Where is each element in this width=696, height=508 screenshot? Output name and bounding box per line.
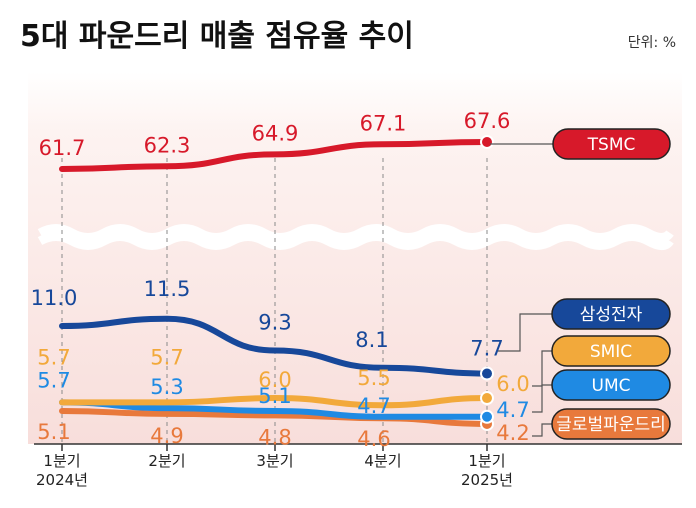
legend-tags: TSMC 삼성전자 SMIC UMC 글로벌파운드리 (490, 128, 671, 440)
value-label-4-1: 4.9 (150, 424, 183, 448)
value-label-2-0: 5.7 (37, 345, 70, 369)
value-labels: 61.7 62.3 64.9 67.1 67.6 11.0 11.5 9.3 8.1 7.7 5.7… (31, 109, 530, 451)
legend-tag-3 (551, 369, 671, 401)
value-label-3-0: 5.7 (37, 368, 70, 392)
value-label-2-4: 6.0 (496, 372, 529, 396)
series-end-point-0 (480, 135, 494, 149)
chart-title: 5대 파운드리 매출 점유율 추이 (20, 19, 414, 54)
value-label-4-4: 4.2 (496, 421, 529, 445)
leader-line-4 (532, 423, 552, 437)
value-label-1-0: 11.0 (31, 286, 78, 310)
vertical-guides (61, 158, 488, 451)
x-label-2-0: 3분기 (256, 452, 293, 470)
value-label-4-2: 4.8 (258, 425, 291, 449)
x-label-4-0: 1분기 (468, 452, 505, 470)
series-end-point-2 (480, 391, 494, 406)
legend-tag-label-0: TSMC (587, 135, 636, 155)
series-lines (59, 135, 494, 431)
legend-tag-4 (551, 408, 671, 440)
legend-tag-label-2: SMIC (590, 342, 632, 362)
series-end-point-1 (480, 366, 494, 381)
series-line-1 (59, 315, 490, 377)
value-label-2-3: 5.5 (357, 366, 390, 390)
value-label-0-4: 67.6 (464, 109, 511, 133)
x-label-0-1: 2024년 (36, 471, 88, 489)
unit-label: 단위: % (628, 35, 676, 51)
legend-tag-1 (551, 298, 671, 330)
value-label-0-0: 61.7 (39, 136, 86, 160)
value-label-1-2: 9.3 (258, 310, 291, 334)
value-label-3-2: 5.1 (258, 384, 291, 408)
break-wave-upper (37, 224, 674, 242)
legend-tag-2 (551, 335, 671, 367)
x-label-4-1: 2025년 (461, 471, 513, 489)
x-label-0-0: 1분기 (43, 452, 80, 470)
series-line-0 (59, 139, 490, 172)
legend-tag-label-3: UMC (592, 376, 631, 396)
leader-line-1 (498, 313, 552, 352)
value-label-1-3: 8.1 (355, 328, 388, 352)
series-line-2 (59, 395, 490, 409)
value-label-3-3: 4.7 (357, 394, 390, 418)
value-label-0-2: 64.9 (252, 121, 299, 145)
value-label-4-3: 4.6 (357, 427, 390, 451)
series-line-3 (59, 399, 490, 420)
legend-tag-label-1: 삼성전자 (580, 305, 643, 325)
axis-break-wave (37, 224, 674, 250)
value-label-0-1: 62.3 (144, 133, 191, 157)
leader-line-2 (532, 350, 552, 387)
value-label-4-0: 5.1 (37, 420, 70, 444)
value-label-0-3: 67.1 (360, 111, 407, 135)
value-label-1-1: 11.5 (144, 277, 191, 301)
series-end-point-3 (480, 409, 494, 424)
value-label-1-4: 7.7 (470, 337, 503, 361)
legend-tag-0 (552, 128, 671, 160)
legend-tag-label-4: 글로벌파운드리 (556, 415, 665, 435)
x-label-3-0: 4분기 (364, 452, 401, 470)
value-label-2-1: 5.7 (150, 345, 183, 369)
x-label-1-0: 2분기 (148, 452, 185, 470)
value-label-3-4: 4.7 (496, 398, 529, 422)
value-label-3-1: 5.3 (150, 375, 183, 399)
leader-line-3 (532, 384, 552, 413)
value-label-2-2: 6.0 (258, 368, 291, 392)
break-wave-lower (37, 232, 674, 250)
